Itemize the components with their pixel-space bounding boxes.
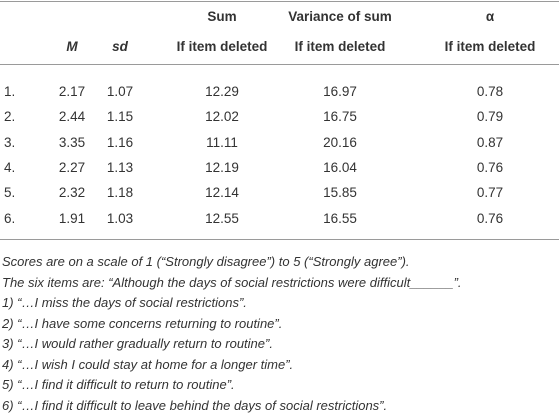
row-label: 5.: [4, 185, 16, 201]
cell: 0.77: [476, 185, 504, 201]
cell: 2.44: [58, 109, 86, 125]
row-label: 1.: [4, 84, 16, 99]
cell: 0.76: [476, 210, 504, 226]
cell: 2.32: [58, 185, 86, 201]
cell: 11.11: [206, 134, 238, 150]
cell: 1.15: [106, 109, 134, 125]
top-rule: [0, 1, 559, 2]
cell: 1.16: [106, 134, 134, 150]
note-line: 1) “…I miss the days of social restricti…: [2, 295, 247, 310]
column-header: If item deleted: [176, 39, 268, 54]
cell: 16.04: [323, 159, 357, 175]
column-header: sd: [112, 39, 128, 54]
cell: 1.91: [58, 210, 86, 226]
note-line: 2) “…I have some concerns returning to r…: [2, 315, 283, 331]
column-header-top: α: [485, 9, 495, 24]
cell: 1.18: [106, 185, 134, 201]
cell: 0.78: [476, 84, 504, 99]
column-header: M: [66, 39, 78, 54]
cell: 16.55: [323, 210, 357, 226]
cell: 1.03: [106, 210, 134, 226]
bottom-rule: [0, 239, 559, 240]
cell: 16.97: [323, 84, 357, 99]
note-line: 5) “…I find it difficult to return to ro…: [2, 377, 235, 392]
column-header: If item deleted: [294, 39, 386, 54]
note-line: 4) “…I wish I could stay at home for a l…: [2, 356, 294, 372]
cell: 3.35: [58, 134, 86, 150]
row-label: 3.: [4, 134, 16, 150]
header-rule: [0, 64, 559, 65]
cell: 0.79: [476, 109, 504, 125]
column-header-top: Sum: [207, 9, 237, 24]
note-line: 6) “…I find it difficult to leave behind…: [2, 397, 388, 413]
note-line: 3) “…I would rather gradually return to …: [2, 336, 273, 351]
column-header-top: Variance of sum: [288, 9, 392, 24]
cell: 12.19: [205, 159, 239, 175]
note-line: Scores are on a scale of 1 (“Strongly di…: [2, 254, 410, 269]
cell: 15.85: [323, 185, 357, 201]
cell: 12.29: [205, 84, 239, 99]
cell: 16.75: [323, 109, 357, 125]
cell: 12.14: [205, 185, 239, 201]
row-label: 2.: [4, 109, 16, 125]
row-label: 6.: [4, 210, 16, 226]
row-label: 4.: [4, 159, 16, 175]
cell: 0.76: [476, 159, 504, 175]
cell: 1.07: [106, 84, 134, 99]
note-line: The six items are: “Although the days of…: [2, 274, 462, 290]
cell: 12.02: [205, 109, 239, 125]
cell: 1.13: [106, 159, 134, 175]
cell: 20.16: [323, 134, 357, 150]
cell: 2.27: [58, 159, 86, 175]
cell: 12.55: [205, 210, 239, 226]
cell: 0.87: [476, 134, 504, 150]
column-header: If item deleted: [444, 39, 536, 54]
cell: 2.17: [58, 84, 86, 99]
